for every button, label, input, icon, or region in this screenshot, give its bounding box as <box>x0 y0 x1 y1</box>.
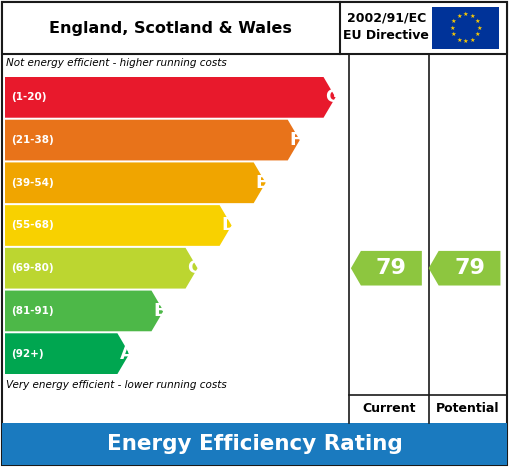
Bar <box>2 2 507 54</box>
Text: ★: ★ <box>475 32 480 37</box>
Polygon shape <box>5 290 163 331</box>
Polygon shape <box>5 77 335 118</box>
Text: (39-54): (39-54) <box>11 178 54 188</box>
Polygon shape <box>351 251 422 285</box>
Text: England, Scotland & Wales: England, Scotland & Wales <box>48 21 292 35</box>
Bar <box>2 423 507 465</box>
Text: Potential: Potential <box>436 403 500 416</box>
Text: (81-91): (81-91) <box>11 306 53 316</box>
Text: B: B <box>154 302 167 320</box>
Text: ★: ★ <box>449 26 455 30</box>
Text: ★: ★ <box>470 14 475 19</box>
Text: 2002/91/EC: 2002/91/EC <box>347 11 426 24</box>
Polygon shape <box>5 333 129 374</box>
Polygon shape <box>429 251 500 285</box>
Text: ★: ★ <box>477 26 483 30</box>
Text: (92+): (92+) <box>11 349 44 359</box>
Text: ★: ★ <box>456 37 462 42</box>
Text: 79: 79 <box>376 258 407 278</box>
Text: (69-80): (69-80) <box>11 263 53 273</box>
Text: Very energy efficient - lower running costs: Very energy efficient - lower running co… <box>6 380 227 390</box>
Text: E: E <box>256 174 268 192</box>
Text: 79: 79 <box>454 258 485 278</box>
Text: A: A <box>120 345 133 363</box>
Text: Current: Current <box>362 403 416 416</box>
Text: ★: ★ <box>456 14 462 19</box>
Text: Not energy efficient - higher running costs: Not energy efficient - higher running co… <box>6 58 227 68</box>
Text: ★: ★ <box>470 37 475 42</box>
Polygon shape <box>5 163 266 203</box>
Text: F: F <box>290 131 302 149</box>
Text: ★: ★ <box>451 19 457 23</box>
Text: ★: ★ <box>463 12 469 17</box>
Text: EU Directive: EU Directive <box>343 29 429 42</box>
Text: C: C <box>187 259 201 277</box>
Text: ★: ★ <box>451 32 457 37</box>
Text: (55-68): (55-68) <box>11 220 54 231</box>
Bar <box>433 7 499 49</box>
Text: (21-38): (21-38) <box>11 135 54 145</box>
Text: D: D <box>221 217 237 234</box>
Text: Energy Efficiency Rating: Energy Efficiency Rating <box>106 434 403 454</box>
Text: ★: ★ <box>463 39 469 44</box>
Polygon shape <box>5 205 232 246</box>
Polygon shape <box>5 120 300 161</box>
Text: (1-20): (1-20) <box>11 92 46 102</box>
Polygon shape <box>5 248 197 289</box>
Text: G: G <box>326 88 341 106</box>
Text: ★: ★ <box>475 19 480 23</box>
